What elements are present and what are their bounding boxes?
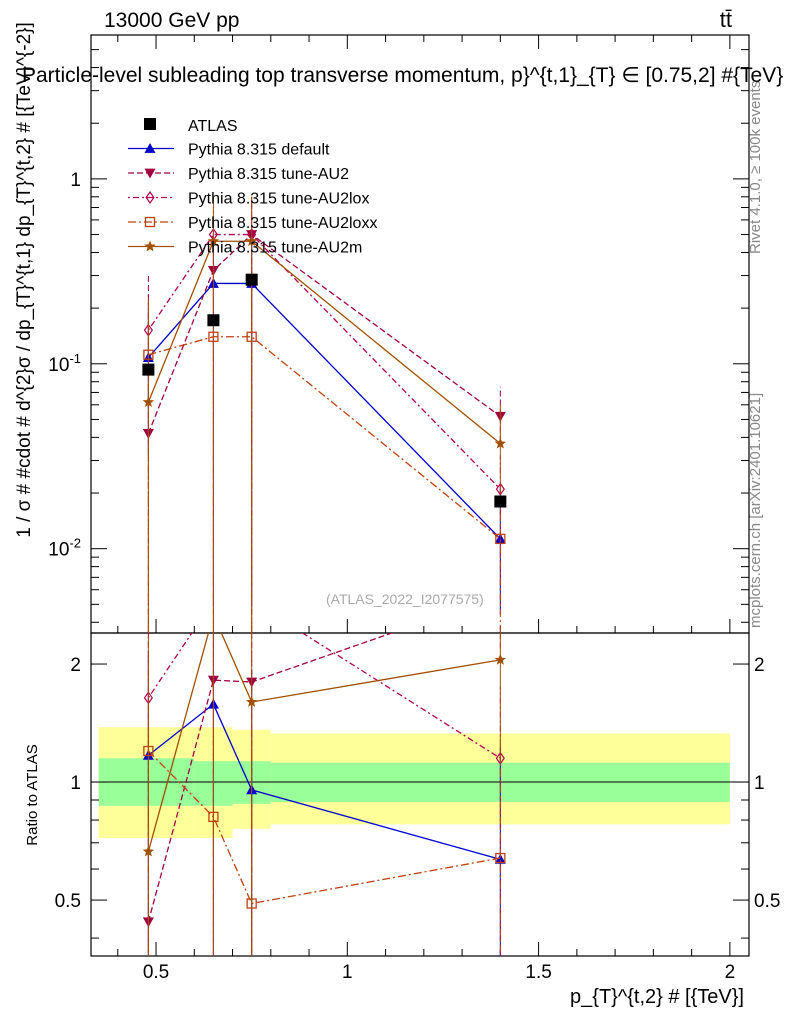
legend-label: Pythia 8.315 tune-AU2 [188,166,349,183]
legend-label: Pythia 8.315 tune-AU2m [188,240,362,257]
ratio-y-tick-label-right: 1 [754,773,765,794]
chart-title: Particle-level subleading top transverse… [22,64,783,87]
series-point [142,396,155,407]
ratio-y-tick-label: 2 [70,655,81,676]
legend-label-atlas: ATLAS [188,118,238,135]
x-tick-label: 1.5 [525,962,551,983]
series-main-4 [142,196,506,633]
legend-marker [144,143,156,153]
series-line [148,336,501,540]
series-main-0 [142,226,506,615]
series-ratio-3 [143,661,506,956]
ratio-point [142,845,155,857]
mcplots-label: mcplots.cern.ch [arXiv:2401.10621] [747,393,764,628]
series-line [147,282,501,540]
ratio-point [495,852,506,864]
y-tick-label: 10-1 [48,351,81,376]
legend-label: Pythia 8.315 tune-AU2loxx [188,215,377,232]
atlas-data-point [245,273,258,286]
rivet-label: Rivet 4.1.0, ≥ 100k events [747,81,764,254]
legend-marker [144,216,156,228]
series-point [494,437,506,449]
ratio-point [246,696,258,707]
ratio-line [147,633,501,759]
series-line [147,233,501,490]
legend-marker-atlas [144,118,156,130]
legend: ATLAS Pythia 8.315 default Pythia 8.315 tu… [128,118,377,257]
y-axis-label: 1 / σ # #cdot # d^{2}σ / dp_{T}^{t,1} dp… [14,22,35,538]
ratio-y-axis-label: Ratio to ATLAS [24,744,41,845]
series-line [147,233,501,434]
watermark: (ATLAS_2022_I2077575) [326,591,484,607]
x-tick-label: 2 [725,962,736,983]
series-main-3 [143,260,506,633]
series-point [495,482,505,496]
y-tick-label: 10-2 [48,536,81,561]
series-layer [142,196,506,956]
ratio-line [147,703,501,861]
series-line [147,240,501,445]
atlas-data-point [142,363,155,376]
series-point [246,235,258,247]
atlas-data-point [494,495,507,508]
y-tick-label: 1 [70,170,81,191]
ratio-y-tick-label: 1 [70,773,81,794]
series-ratio-4 [142,633,506,956]
ratio-line [147,633,501,852]
ratio-uncertainty-bands [91,727,749,838]
ratio-y-tick-label-right: 0.5 [754,891,780,912]
header-process-label: tt̄ [720,7,732,32]
legend-marker [144,240,156,252]
atlas-data-point [207,314,220,327]
x-tick-label: 1 [342,962,353,983]
series-point [495,533,506,545]
legend-label: Pythia 8.315 default [188,142,330,159]
header-energy-label: 13000 GeV pp [104,9,239,32]
ratio-y-tick-label: 0.5 [55,891,81,912]
ratio-panel-frame [90,632,750,957]
ratio-line [147,750,501,905]
ratio-y-tick-label-right: 2 [754,655,765,676]
ratio-point [494,853,506,864]
legend-marker [145,190,155,205]
x-tick-label: 0.5 [143,962,169,983]
legend-marker [144,168,156,179]
series-point [207,235,220,247]
series-main-1 [142,196,506,633]
ratio-point [494,653,506,665]
axes: 0.5 1 1.5 2 1 10-1 10-2 0.5 0.5 1 1 2 2 [48,34,780,983]
x-axis-label: p_{T}^{t,2} # [{TeV}] [570,986,744,1008]
legend-label: Pythia 8.315 tune-AU2lox [188,191,369,208]
series-main-2 [143,201,505,633]
atlas-data-layer [142,273,507,508]
